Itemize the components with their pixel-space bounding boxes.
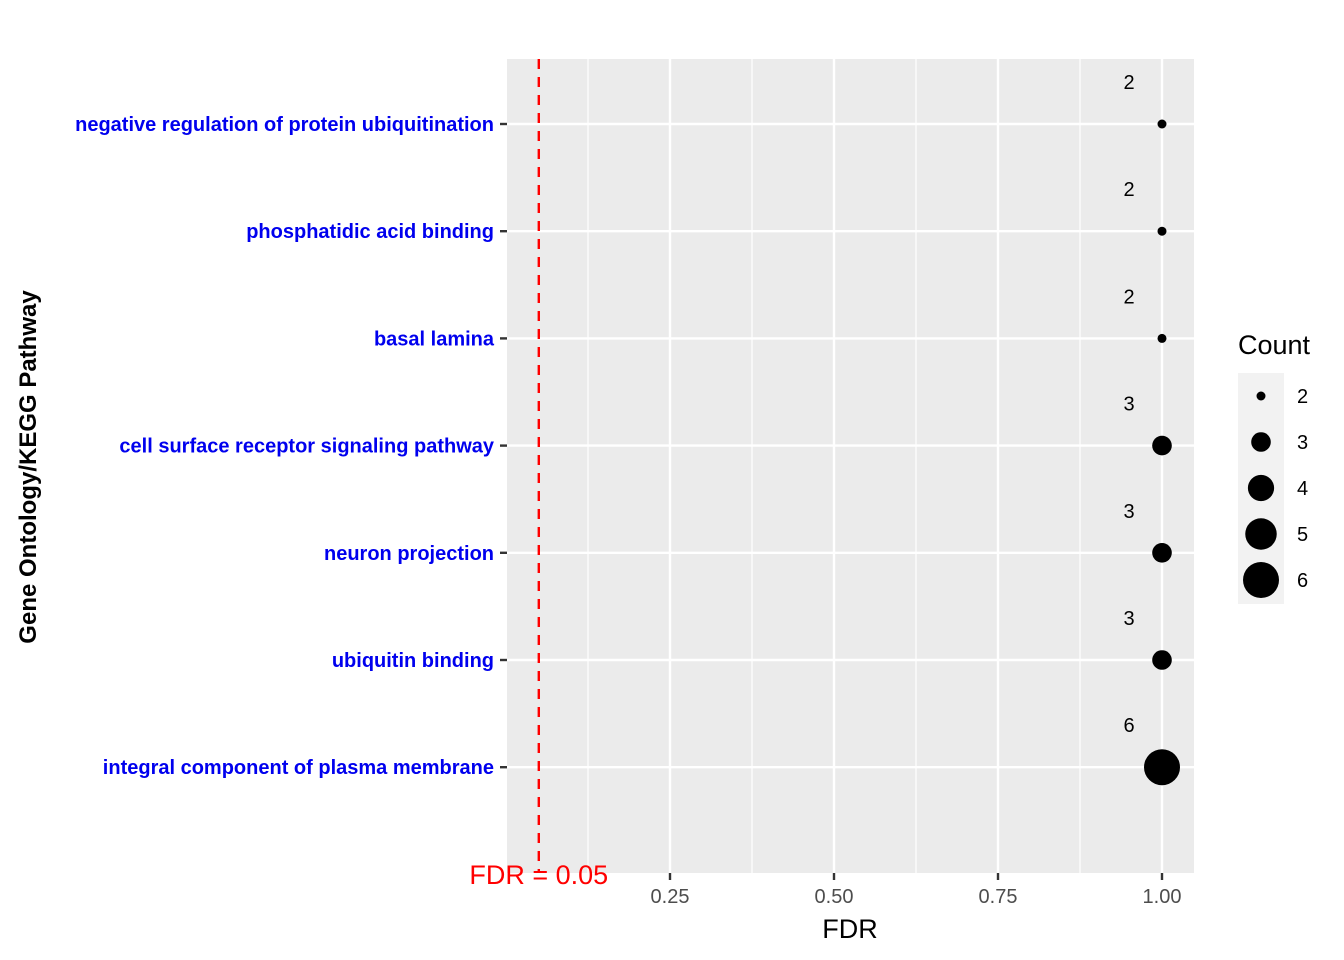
data-label: 3 — [1123, 501, 1134, 523]
category-label: neuron projection — [324, 543, 494, 565]
data-point — [1157, 119, 1167, 129]
x-tick-label: 0.75 — [979, 886, 1018, 908]
legend-title: Count — [1238, 330, 1311, 360]
legend: Count 2 3 4 5 6 — [1238, 330, 1311, 604]
data-point — [1144, 749, 1180, 786]
grid-minor — [587, 59, 1081, 873]
data-point — [1152, 650, 1172, 670]
legend-key — [1245, 518, 1277, 550]
legend-items: 2 3 4 5 6 — [1243, 386, 1308, 598]
data-label: 2 — [1123, 72, 1134, 94]
legend-label: 5 — [1297, 524, 1308, 546]
legend-label: 3 — [1297, 432, 1308, 454]
category-label: basal lamina — [374, 328, 495, 350]
x-axis-title: FDR — [822, 914, 878, 944]
y-axis: negative regulation of protein ubiquitin… — [75, 114, 507, 779]
legend-key — [1251, 432, 1271, 452]
category-label: negative regulation of protein ubiquitin… — [75, 114, 494, 136]
x-axis: 0.25 0.50 0.75 1.00 — [651, 873, 1182, 908]
grid-major — [507, 59, 1194, 873]
x-tick-label: 1.00 — [1143, 886, 1182, 908]
legend-key — [1247, 474, 1275, 502]
legend-label: 2 — [1297, 386, 1308, 408]
points-layer — [1144, 119, 1180, 786]
category-label: cell surface receptor signaling pathway — [119, 436, 494, 458]
legend-key — [1243, 562, 1279, 598]
legend-label: 6 — [1297, 570, 1308, 592]
data-label: 6 — [1123, 715, 1134, 737]
category-label: ubiquitin binding — [332, 650, 494, 672]
threshold-label: FDR = 0.05 — [469, 860, 608, 890]
data-labels-layer: 2 2 2 3 3 3 6 — [1123, 72, 1134, 737]
legend-key — [1256, 391, 1266, 401]
data-point — [1157, 226, 1167, 236]
y-axis-title: Gene Ontology/KEGG Pathway — [15, 290, 42, 644]
x-tick-label: 0.50 — [815, 886, 854, 908]
data-label: 3 — [1123, 394, 1134, 416]
x-tick-label: 0.25 — [651, 886, 690, 908]
category-label: phosphatidic acid binding — [246, 221, 494, 243]
legend-label: 4 — [1297, 478, 1308, 500]
data-label: 2 — [1123, 179, 1134, 201]
data-point — [1152, 435, 1172, 456]
panel-background — [507, 59, 1194, 873]
data-label: 3 — [1123, 608, 1134, 630]
data-label: 2 — [1123, 286, 1134, 308]
data-point — [1152, 542, 1172, 563]
data-point — [1157, 333, 1167, 343]
category-label: integral component of plasma membrane — [103, 757, 494, 779]
threshold-layer: FDR = 0.05 — [469, 59, 608, 890]
